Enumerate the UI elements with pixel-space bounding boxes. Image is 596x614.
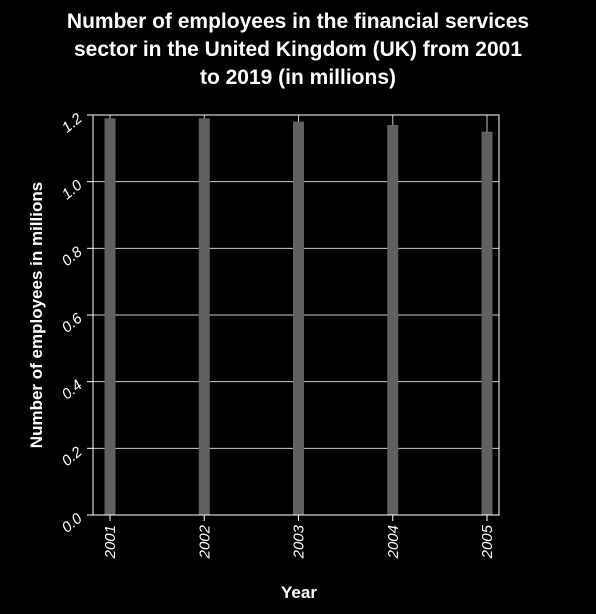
x-tick-labels: 2001 2002 2003 2004 2005	[102, 524, 496, 559]
y-tick-label: 1.2	[59, 110, 86, 137]
chart-title: Number of employees in the financial ser…	[0, 8, 596, 92]
bars	[104, 118, 493, 516]
y-tick-label: 0.4	[59, 377, 86, 403]
x-tick-label: 2001	[102, 525, 119, 559]
bar-2004	[387, 125, 399, 515]
x-tick-label: 2003	[291, 524, 308, 559]
bar-2005	[481, 131, 493, 515]
y-tick-label: 1.0	[59, 176, 86, 203]
y-tick-labels: 0.0 0.2 0.4 0.6 0.8 1.0 1.2	[59, 110, 86, 537]
y-axis-title: Number of employees in millions	[27, 182, 46, 448]
chart-title-line-3: to 2019 (in millions)	[199, 66, 397, 89]
x-tick-label: 2002	[196, 524, 213, 559]
bar-2003	[293, 121, 304, 516]
x-tick-label: 2004	[385, 525, 402, 559]
plot-border	[92, 114, 500, 516]
bar-2002	[198, 118, 210, 515]
y-tick-label: 0.6	[59, 310, 86, 337]
y-tick-label: 0.8	[59, 243, 86, 270]
bar-2001	[104, 118, 116, 515]
chart-title-line-2: sector in the United Kingdom (UK) from 2…	[73, 38, 523, 61]
y-tick-label: 0.0	[59, 510, 86, 537]
chart-title-line-1: Number of employees in the financial ser…	[66, 10, 530, 33]
x-axis-title: Year	[281, 583, 317, 602]
x-tick-label: 2005	[479, 524, 496, 559]
axes	[87, 114, 500, 521]
y-tick-label: 0.2	[59, 443, 86, 470]
